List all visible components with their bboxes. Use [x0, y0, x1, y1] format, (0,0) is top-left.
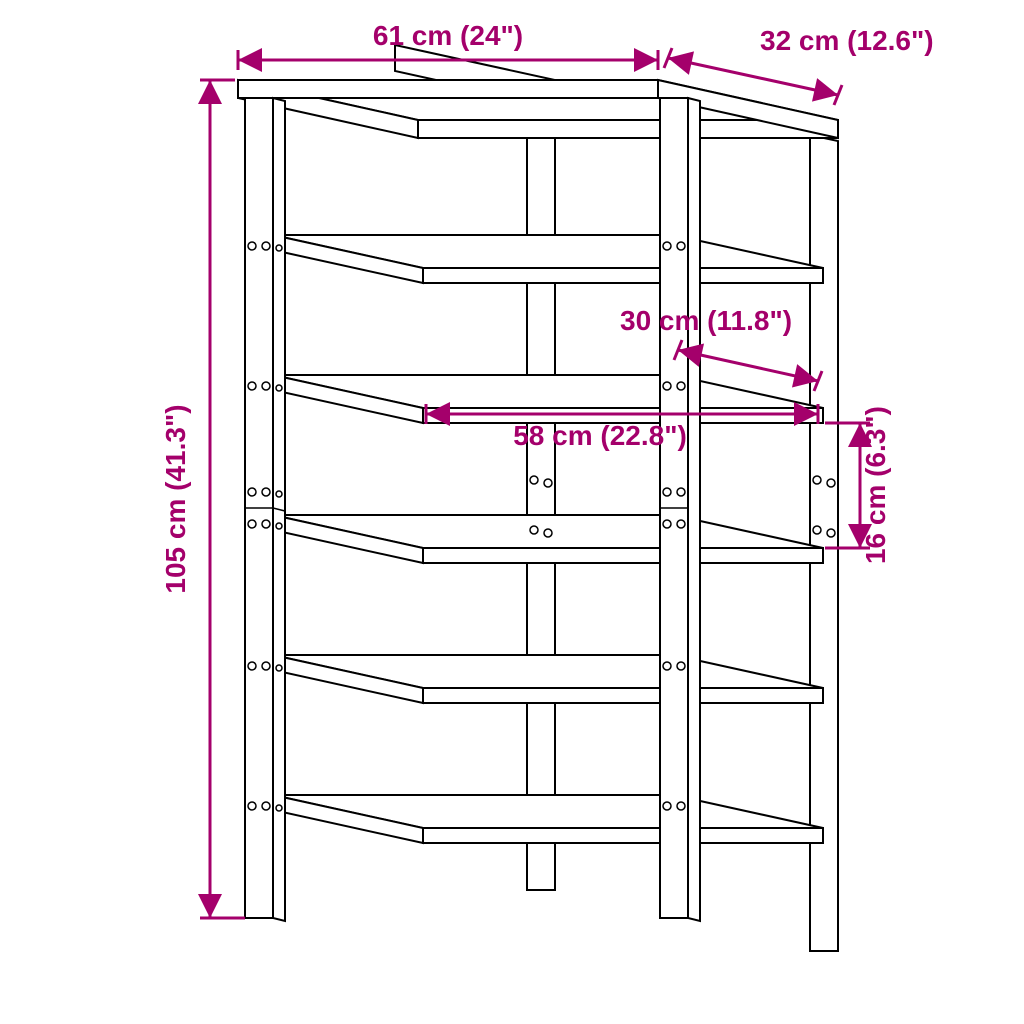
label-shelf-depth: 30 cm (11.8") — [620, 305, 792, 336]
label-width: 61 cm (24") — [373, 20, 523, 51]
label-height: 105 cm (41.3") — [160, 404, 191, 593]
dimension-diagram: 61 cm (24") 32 cm (12.6") 105 cm (41.3")… — [0, 0, 1024, 1024]
label-shelf-gap: 16 cm (6.3") — [860, 406, 891, 564]
dim-height: 105 cm (41.3") — [160, 80, 245, 918]
label-depth: 32 cm (12.6") — [760, 25, 934, 56]
shelf-unit — [238, 45, 838, 951]
label-shelf-width: 58 cm (22.8") — [513, 420, 687, 451]
